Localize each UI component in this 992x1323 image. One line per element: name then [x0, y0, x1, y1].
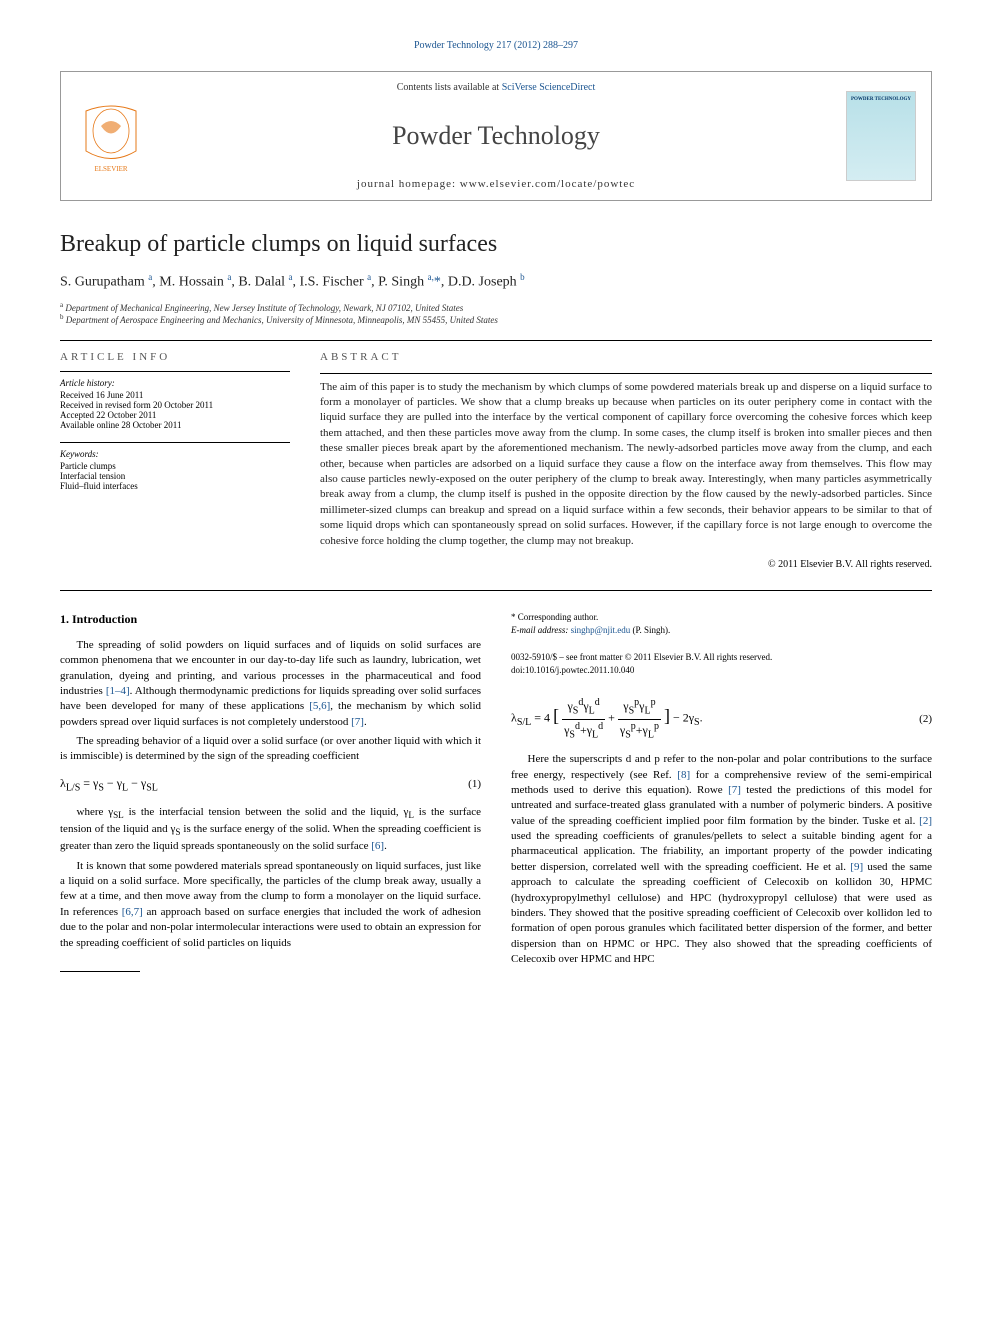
elsevier-logo: ELSEVIER [76, 96, 146, 176]
history-item: Received 16 June 2011 [60, 390, 290, 400]
ref-link[interactable]: [6] [371, 840, 384, 852]
para-3: where γSL is the interfacial tension bet… [60, 805, 481, 854]
divider-top [60, 340, 932, 341]
equation-2: λS/L = 4 [ γSdγLd γSd+γLd + γSpγLp γSp+γ… [511, 696, 932, 742]
keywords-title: Keywords: [60, 449, 290, 459]
ref-link[interactable]: [7] [728, 784, 741, 796]
affiliation-a: a Department of Mechanical Engineering, … [60, 301, 932, 313]
keywords-block: Keywords: Particle clumps Interfacial te… [60, 449, 290, 491]
ref-link[interactable]: [6,7] [122, 906, 143, 918]
ref-link[interactable]: [2] [919, 815, 932, 827]
intro-heading: 1. Introduction [60, 611, 481, 628]
abstract-label: ABSTRACT [320, 351, 932, 363]
keyword-item: Particle clumps [60, 461, 290, 471]
authors-line: S. Gurupatham a, M. Hossain a, B. Dalal … [60, 272, 932, 291]
equation-number: (2) [919, 712, 932, 727]
keyword-item: Interfacial tension [60, 471, 290, 481]
history-item: Available online 28 October 2011 [60, 420, 290, 430]
footnotes: * Corresponding author. E-mail address: … [511, 611, 932, 636]
email-link[interactable]: singhp@njit.edu [571, 625, 631, 635]
equation-1: λL/S = γS − γL − γSL (1) [60, 775, 481, 795]
keyword-item: Fluid–fluid interfaces [60, 481, 290, 491]
article-info-column: ARTICLE INFO Article history: Received 1… [60, 351, 290, 570]
para-5: Here the superscripts d and p refer to t… [511, 752, 932, 967]
affiliations: a Department of Mechanical Engineering, … [60, 301, 932, 325]
abstract-column: ABSTRACT The aim of this paper is to stu… [320, 351, 932, 570]
history-item: Accepted 22 October 2011 [60, 410, 290, 420]
journal-header-center: Contents lists available at SciVerse Sci… [161, 72, 831, 200]
article-info-label: ARTICLE INFO [60, 351, 290, 363]
issn-line: 0032-5910/$ – see front matter © 2011 El… [511, 651, 932, 664]
publisher-logo-cell: ELSEVIER [61, 72, 161, 200]
article-history: Article history: Received 16 June 2011 R… [60, 378, 290, 430]
journal-cover-cell [831, 72, 931, 200]
article-title: Breakup of particle clumps on liquid sur… [60, 231, 932, 258]
bottom-publication-info: 0032-5910/$ – see front matter © 2011 El… [511, 651, 932, 676]
equation-number: (1) [468, 777, 481, 792]
journal-header-box: ELSEVIER Contents lists available at Sci… [60, 71, 932, 201]
journal-cover-thumbnail [846, 91, 916, 181]
citation-header[interactable]: Powder Technology 217 (2012) 288–297 [60, 40, 932, 51]
body-text: 1. Introduction The spreading of solid p… [60, 611, 932, 974]
ref-link[interactable]: [1–4] [106, 685, 130, 697]
history-item: Received in revised form 20 October 2011 [60, 400, 290, 410]
para-2: The spreading behavior of a liquid over … [60, 734, 481, 765]
abstract-copyright: © 2011 Elsevier B.V. All rights reserved… [320, 559, 932, 570]
para-1: The spreading of solid powders on liquid… [60, 638, 481, 730]
journal-homepage: journal homepage: www.elsevier.com/locat… [171, 178, 821, 190]
footnote-separator [60, 971, 140, 972]
corresponding-author-note: * Corresponding author. [511, 611, 932, 624]
affiliation-b: b Department of Aerospace Engineering an… [60, 313, 932, 325]
divider-bottom [60, 590, 932, 591]
abstract-text: The aim of this paper is to study the me… [320, 380, 932, 549]
ref-link[interactable]: [5,6] [309, 700, 330, 712]
para-4: It is known that some powdered materials… [60, 859, 481, 951]
ref-link[interactable]: [8] [677, 769, 690, 781]
ref-link[interactable]: [9] [850, 861, 863, 873]
contents-prefix: Contents lists available at [397, 82, 502, 93]
contents-line: Contents lists available at SciVerse Sci… [171, 82, 821, 93]
history-title: Article history: [60, 378, 290, 388]
sciencedirect-link[interactable]: SciVerse ScienceDirect [502, 82, 596, 93]
journal-name: Powder Technology [171, 121, 821, 151]
ref-link[interactable]: [7] [351, 716, 364, 728]
email-note: E-mail address: singhp@njit.edu (P. Sing… [511, 624, 932, 637]
doi-line: doi:10.1016/j.powtec.2011.10.040 [511, 664, 932, 677]
svg-text:ELSEVIER: ELSEVIER [94, 165, 127, 173]
